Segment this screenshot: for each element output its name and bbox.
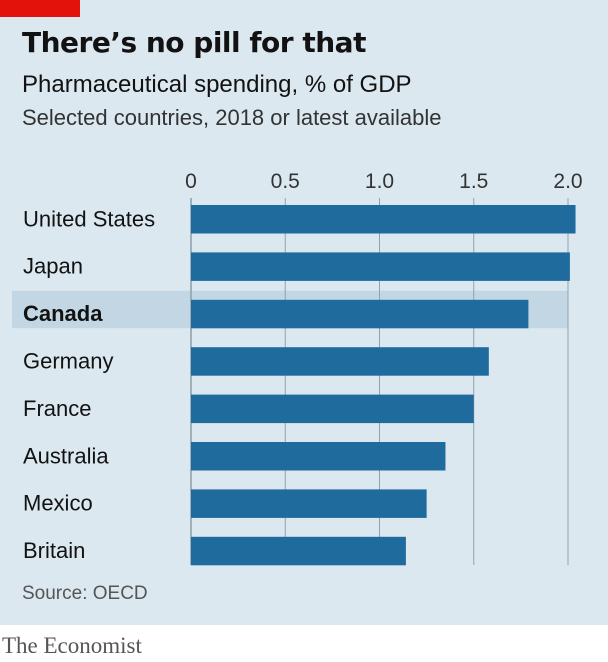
bar: [191, 299, 529, 329]
bar-chart: 0 0.5 1.0 1.5 2.0 United States Japan Canada Ger…: [12, 170, 583, 566]
publisher-wordmark: The Economist: [2, 633, 142, 658]
bar: [191, 536, 406, 566]
chart-subtitle: Pharmaceutical spending, % of GDP: [22, 71, 412, 98]
bar: [191, 394, 474, 424]
category-label: Australia: [23, 443, 109, 468]
brand-red-tag: [0, 0, 80, 17]
category-label: Britain: [23, 538, 85, 563]
chart-panel: There’s no pill for that Pharmaceutical …: [0, 0, 608, 625]
category-label: Germany: [23, 348, 113, 373]
x-tick-label: 0.5: [271, 170, 300, 193]
bar: [191, 205, 576, 234]
x-tick-label: 2.0: [553, 170, 582, 193]
chart-note: Selected countries, 2018 or latest avail…: [22, 105, 442, 130]
source-note: Source: OECD: [22, 583, 148, 604]
category-label: Canada: [23, 301, 103, 326]
bar: [191, 347, 489, 376]
category-label: Mexico: [23, 491, 93, 516]
x-tick-label: 0: [185, 170, 197, 193]
bar: [191, 252, 570, 281]
chart-title: There’s no pill for that: [22, 26, 366, 59]
bar: [191, 489, 427, 518]
bar: [191, 442, 446, 471]
category-label: Japan: [23, 254, 83, 279]
category-label: United States: [23, 206, 155, 231]
x-tick-label: 1.0: [365, 170, 394, 193]
x-tick-label: 1.5: [459, 170, 488, 193]
category-label: France: [23, 396, 91, 421]
